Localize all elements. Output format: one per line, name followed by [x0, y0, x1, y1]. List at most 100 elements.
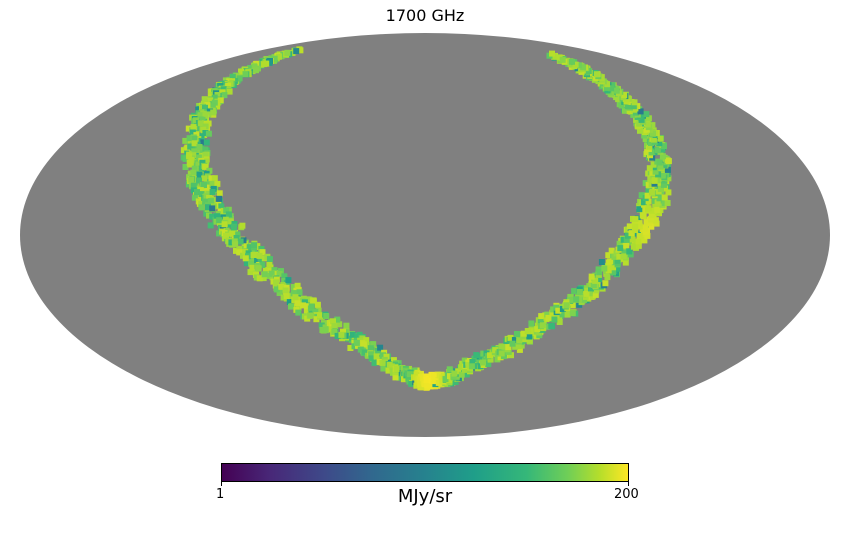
survey-pixel-1715: [637, 127, 643, 134]
survey-pixel-1159: [487, 356, 494, 363]
survey-pixel-281: [202, 123, 209, 130]
survey-pixel-1643: [665, 158, 672, 165]
survey-pixel-702: [323, 313, 330, 319]
survey-pixel-1745: [622, 107, 628, 114]
survey-pixel-1706: [641, 132, 648, 139]
colorbar-min-tick: [221, 482, 222, 486]
survey-pixel-463: [206, 212, 212, 219]
survey-pixel-1463: [635, 242, 642, 249]
survey-pixel-1686: [656, 140, 663, 147]
map-title: 1700 GHz: [385, 6, 465, 25]
survey-pixel-460: [218, 203, 225, 210]
survey-pixel-709: [336, 321, 343, 328]
survey-pixel-669: [301, 299, 308, 306]
survey-pixel-600: [271, 267, 278, 274]
survey-pixel-767: [363, 337, 370, 344]
survey-pixel-763: [351, 343, 358, 350]
survey-pixel-1527: [648, 212, 655, 219]
survey-pixel-72: [247, 65, 254, 71]
survey-pixel-1408: [611, 259, 618, 266]
survey-pixel-1526: [639, 212, 646, 219]
survey-pixel-673: [300, 302, 307, 309]
survey-pixel-1684: [648, 140, 654, 146]
survey-pixel-1289: [544, 311, 551, 318]
survey-pixel-1586: [660, 181, 667, 188]
survey-pixel-1294: [545, 314, 552, 321]
survey-pixel-649: [286, 299, 293, 305]
survey-pixel-459: [205, 204, 211, 211]
survey-pixel-778: [370, 341, 377, 348]
survey-pixel-580: [248, 260, 254, 267]
survey-pixel-258: [185, 125, 192, 132]
survey-pixel-1550: [654, 199, 661, 206]
survey-pixel-1488: [628, 230, 635, 237]
survey-pixel-158: [220, 86, 227, 93]
survey-pixel-683: [308, 303, 315, 310]
survey-pixel-1081: [452, 379, 459, 385]
survey-pixel-697: [317, 312, 324, 319]
survey-pixel-685: [312, 308, 319, 315]
survey-pixel-299: [195, 136, 202, 142]
survey-pixel-1752: [643, 111, 650, 118]
survey-pixel-748: [338, 331, 345, 338]
survey-pixel-462: [209, 205, 216, 212]
survey-pixel-435: [198, 201, 205, 208]
survey-pixel-350: [182, 164, 189, 170]
survey-pixel-540: [246, 244, 253, 251]
survey-pixel-1780: [615, 96, 622, 103]
survey-pixel-1097: [446, 366, 453, 373]
survey-pixel-1621: [652, 168, 659, 175]
survey-pixel-736: [331, 328, 338, 335]
survey-pixel-1917: [559, 56, 566, 63]
survey-pixel-1299: [550, 306, 557, 313]
survey-pixel-23: [284, 49, 291, 56]
survey-pixel-1453: [632, 243, 639, 250]
survey-pixel-62: [260, 61, 267, 68]
survey-pixel-670: [294, 300, 301, 307]
survey-pixel-1473: [623, 236, 630, 243]
survey-pixel-501: [221, 221, 228, 228]
survey-pixel-1500: [636, 223, 643, 230]
survey-pixel-1568: [661, 194, 668, 201]
survey-pixel-585: [266, 262, 273, 268]
survey-pixel-1236: [516, 337, 523, 344]
survey-pixel-1302: [564, 311, 571, 318]
survey-pixel-1396: [596, 269, 603, 276]
survey-pixel-1219: [507, 334, 514, 341]
survey-pixel-922: [408, 380, 415, 387]
survey-pixel-583: [249, 264, 256, 271]
survey-pixel-1601: [654, 177, 661, 184]
survey-pixel-397: [196, 177, 202, 184]
survey-pixel-212: [211, 99, 218, 106]
survey-pixel-478: [225, 211, 232, 218]
survey-pixel-1312: [569, 302, 576, 309]
survey-pixel-840: [399, 365, 406, 371]
survey-pixel-547: [251, 242, 258, 249]
survey-pixel-1042: [431, 374, 438, 380]
survey-pixel-411: [214, 180, 221, 187]
survey-pixel-815: [383, 353, 390, 360]
survey-pixel-1283: [556, 319, 563, 325]
survey-pixel-73: [251, 63, 258, 70]
survey-pixel-197: [217, 97, 224, 104]
survey-pixel-321: [187, 143, 194, 150]
survey-pixel-471: [223, 207, 230, 214]
survey-pixel-807: [373, 353, 380, 360]
survey-pixel-1366: [597, 283, 604, 290]
survey-pixel-1919: [549, 50, 555, 57]
survey-pixel-775: [360, 341, 367, 348]
survey-pixel-185: [211, 94, 218, 101]
colorbar: [221, 463, 629, 482]
survey-pixel-1356: [586, 290, 593, 297]
survey-pixel-692: [307, 312, 314, 319]
survey-pixel-880: [400, 376, 407, 383]
survey-pixel-402: [190, 182, 197, 189]
survey-pixel-1459: [629, 236, 636, 243]
survey-pixel-294: [198, 133, 205, 140]
survey-pixel-788: [377, 344, 384, 351]
survey-pixel-1244: [526, 333, 533, 340]
survey-pixel-395: [188, 176, 195, 183]
survey-pixel-592: [260, 275, 267, 282]
survey-pixel-307: [191, 135, 198, 142]
survey-pixel-442: [198, 204, 205, 211]
